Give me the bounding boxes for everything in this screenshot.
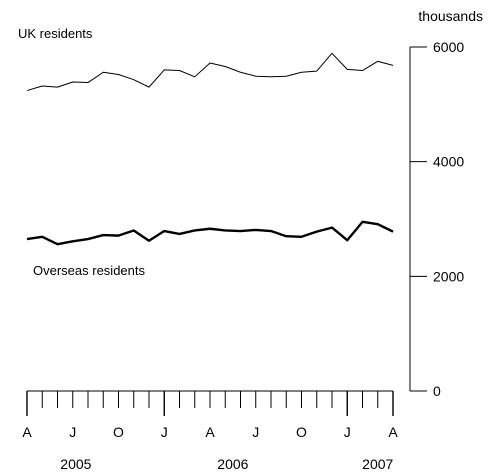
x-month-label: A [388,424,398,440]
y-tick-label-6000: 6000 [433,39,464,55]
x-month-label: A [22,424,32,440]
x-month-label: J [252,424,259,440]
series-label-uk-residents: UK residents [18,26,93,41]
x-month-label: O [113,424,124,440]
y-tick-label-0: 0 [433,383,441,399]
x-year-label-2005: 2005 [60,456,91,472]
series-label-overseas-residents: Overseas residents [33,263,145,278]
x-month-label: J [344,424,351,440]
series-line-uk-residents [26,52,394,92]
x-month-label: A [205,424,215,440]
x-month-label: O [296,424,307,440]
series-line-overseas-residents [26,220,394,246]
y-tick-label-2000: 2000 [433,268,464,284]
y-tick-label-4000: 4000 [433,154,464,170]
x-month-label: J [161,424,168,440]
unit-label: thousands [418,8,483,24]
x-year-label-2007: 2007 [362,456,393,472]
x-year-label-2006: 2006 [217,456,248,472]
x-month-label: J [69,424,76,440]
